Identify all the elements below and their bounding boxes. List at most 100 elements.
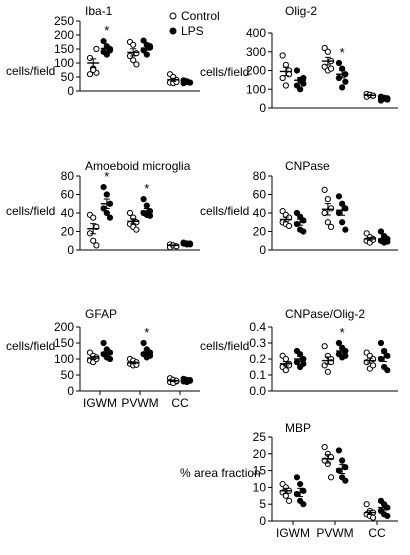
y-tick-label: 50: [61, 70, 75, 84]
panel-amoeboid-microglia: Amoeboid microglia cells/field 0 20 40 60 80 * *: [6, 159, 200, 257]
y-tick-label: 150: [54, 42, 74, 56]
point-lps: [342, 78, 349, 85]
point-control: [90, 214, 97, 221]
x-tick-label: IGWM: [83, 396, 117, 410]
panel-title: Iba-1: [85, 4, 113, 18]
y-tick-label: 0: [259, 243, 266, 257]
y-axis-label: cells/field: [200, 339, 249, 353]
point-lps: [384, 367, 391, 374]
point-lps: [143, 202, 150, 209]
y-axis-label: cells/field: [6, 339, 55, 353]
point-lps: [377, 339, 385, 347]
point-control: [327, 205, 335, 212]
y-tick-label: 80: [253, 169, 267, 183]
point-lps: [297, 86, 304, 93]
y-tick-label: 20: [61, 225, 75, 239]
point-lps: [335, 339, 343, 347]
point-lps: [293, 359, 301, 366]
point-control: [321, 209, 328, 217]
point-control: [93, 45, 100, 53]
point-control: [324, 219, 331, 226]
point-lps: [100, 339, 107, 347]
x-tick-label: CC: [368, 526, 386, 540]
point-lps: [377, 228, 385, 235]
y-tick-label: 250: [54, 14, 74, 28]
x-tick-label: IGWM: [276, 526, 310, 540]
y-tick-label: 5: [259, 497, 266, 511]
y-axis-label: cells/field: [6, 204, 55, 218]
significance-star: *: [340, 325, 345, 340]
x-tick-label: PVWM: [316, 526, 353, 540]
y-axis-label: cells/field: [200, 65, 249, 79]
point-control: [327, 223, 335, 230]
y-axis-label: % area fraction: [180, 466, 261, 480]
y-tick-label: 400: [246, 26, 266, 40]
point-control: [324, 196, 331, 203]
significance-star: *: [144, 181, 149, 196]
panel-title: MBP: [285, 421, 311, 435]
y-tick-label: 0: [67, 243, 74, 257]
y-tick-label: 100: [54, 352, 74, 366]
panel-olig-2: Olig-2 cells/field 0 100 200 300 400 *: [200, 4, 398, 115]
panel-title: CNPase: [285, 159, 330, 173]
point-control: [86, 71, 94, 78]
point-control: [363, 501, 370, 508]
y-tick-label: 50: [61, 368, 75, 382]
point-lps: [297, 480, 304, 488]
y-tick-label: 150: [54, 336, 74, 350]
point-lps: [103, 209, 110, 217]
point-lps: [300, 80, 307, 87]
legend-lps-label: LPS: [181, 24, 204, 38]
y-tick-label: 10: [253, 480, 267, 494]
y-tick-label: 100: [246, 82, 266, 96]
panel-title: GFAP: [85, 307, 117, 321]
point-control: [126, 209, 134, 217]
x-tick-label: CC: [171, 396, 189, 410]
point-control: [321, 44, 328, 52]
point-lps: [300, 228, 307, 235]
point-control: [285, 222, 293, 230]
point-lps: [143, 51, 150, 58]
legend-control-marker: [169, 12, 177, 20]
y-tick-label: 40: [253, 206, 267, 220]
point-control: [321, 343, 328, 350]
point-control: [90, 66, 97, 74]
y-tick-label: 60: [253, 188, 267, 202]
point-lps: [342, 477, 349, 484]
point-control: [133, 50, 140, 57]
point-lps: [342, 352, 349, 359]
y-tick-label: 200: [54, 320, 74, 334]
point-control: [324, 48, 331, 55]
point-lps: [106, 214, 114, 221]
y-tick-label: 80: [61, 169, 75, 183]
x-tick-label: PVWM: [121, 396, 158, 410]
y-tick-label: 200: [246, 64, 266, 78]
y-tick-label: 15: [253, 464, 267, 478]
point-lps: [384, 512, 391, 520]
point-lps: [342, 226, 349, 233]
significance-star: *: [104, 169, 109, 184]
point-lps: [140, 196, 147, 203]
y-tick-label: 25: [253, 430, 267, 444]
point-control: [279, 74, 286, 82]
y-tick-label: 20: [253, 225, 267, 239]
y-tick-label: 0.0: [249, 384, 266, 398]
point-control: [93, 242, 100, 249]
point-lps: [339, 84, 346, 91]
point-control: [130, 41, 137, 48]
point-control: [282, 367, 289, 374]
point-lps: [146, 352, 154, 359]
point-control: [86, 54, 94, 62]
point-lps: [335, 59, 343, 67]
point-lps: [293, 474, 301, 481]
panel-title: Amoeboid microglia: [85, 159, 191, 173]
point-control: [90, 237, 97, 244]
point-control: [321, 443, 328, 451]
y-tick-label: 60: [61, 188, 75, 202]
significance-star: *: [144, 325, 149, 340]
y-tick-label: 0: [259, 514, 266, 528]
y-tick-label: 0: [259, 101, 266, 115]
